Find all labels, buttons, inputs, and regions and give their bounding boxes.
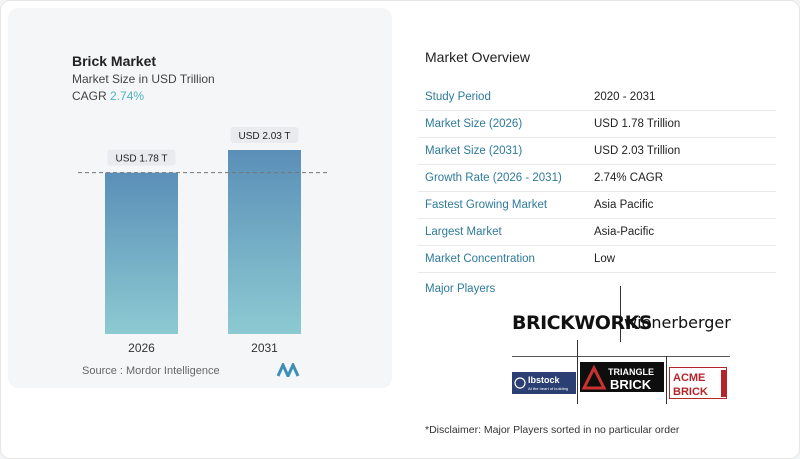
overview-value: Low	[594, 253, 616, 265]
overview-row-study-period: Study Period 2020 - 2031	[418, 84, 776, 111]
ibstock-logo-tagline: At the heart of building	[528, 386, 568, 391]
chart-subtitle: Market Size in USD Trillion	[72, 72, 215, 86]
overview-row-market-size-2026: Market Size (2026) USD 1.78 Trillion	[418, 111, 776, 138]
bar-chart: USD 1.78 T USD 2.03 T 2026 2031	[78, 127, 328, 355]
overview-value: USD 2.03 Trillion	[594, 145, 681, 157]
overview-value: USD 1.78 Trillion	[594, 118, 681, 130]
chart-title: Brick Market	[72, 53, 157, 69]
logo-divider	[577, 340, 578, 404]
cagr-line: CAGR 2.74%	[72, 89, 144, 103]
disclaimer: *Disclaimer: Major Players sorted in no …	[425, 424, 680, 436]
source-text: Source : Mordor Intelligence	[82, 365, 220, 377]
overview-title: Market Overview	[425, 49, 531, 65]
overview-label: Market Size (2026)	[425, 118, 523, 130]
chart-card	[8, 8, 392, 388]
data-label-bg	[107, 149, 176, 166]
major-players-label: Major Players	[425, 283, 496, 295]
ibstock-logo-text: Ibstock	[528, 375, 561, 385]
overview-label: Market Size (2031)	[425, 145, 523, 157]
x-tick-2031: 2031	[251, 341, 278, 355]
cagr-label: CAGR	[72, 89, 107, 103]
overview-value: 2.74% CAGR	[594, 172, 664, 184]
overview-value: Asia-Pacific	[594, 226, 655, 238]
logo-divider	[512, 356, 730, 357]
overview-row-fastest-growing: Fastest Growing Market Asia Pacific	[418, 192, 776, 219]
logo-divider	[620, 286, 621, 342]
triangle-logo-line1: TRIANGLE	[608, 367, 654, 377]
cagr-value: 2.74%	[110, 89, 145, 103]
acme-brick-logo: ACME BRICK	[669, 367, 727, 399]
overview-label: Market Concentration	[425, 253, 535, 265]
x-tick-2026: 2026	[128, 341, 155, 355]
acme-logo-line1: ACME	[673, 372, 705, 384]
data-label-bg	[230, 127, 299, 143]
overview-label: Largest Market	[425, 226, 502, 238]
bar-2026	[105, 172, 178, 334]
overview-label: Study Period	[425, 91, 491, 103]
overview-row-concentration: Market Concentration Low	[418, 246, 776, 273]
wienerberger-logo: wienerberger	[624, 313, 731, 332]
logo-divider	[666, 356, 667, 404]
bar-2031	[228, 150, 301, 334]
data-label-2031: USD 2.03 T	[238, 131, 290, 142]
overview-label: Growth Rate (2026 - 2031)	[425, 172, 562, 184]
brickworks-logo: BRICKWORKS	[512, 312, 653, 334]
triangle-brick-logo: TRIANGLE BRICK	[580, 362, 664, 392]
overview-value: 2020 - 2031	[594, 91, 656, 103]
overview-label: Fastest Growing Market	[425, 199, 548, 211]
overview-row-largest-market: Largest Market Asia-Pacific	[418, 219, 776, 246]
overview-row-growth-rate: Growth Rate (2026 - 2031) 2.74% CAGR	[418, 165, 776, 192]
mordor-logo-icon	[277, 363, 300, 377]
acme-logo-line2: BRICK	[673, 386, 708, 398]
ibstock-logo: Ibstock At the heart of building	[512, 372, 576, 394]
overview-row-market-size-2031: Market Size (2031) USD 2.03 Trillion	[418, 138, 776, 165]
data-label-2026: USD 1.78 T	[115, 154, 167, 165]
triangle-logo-line2: BRICK	[610, 377, 652, 392]
overview-value: Asia Pacific	[594, 199, 654, 211]
